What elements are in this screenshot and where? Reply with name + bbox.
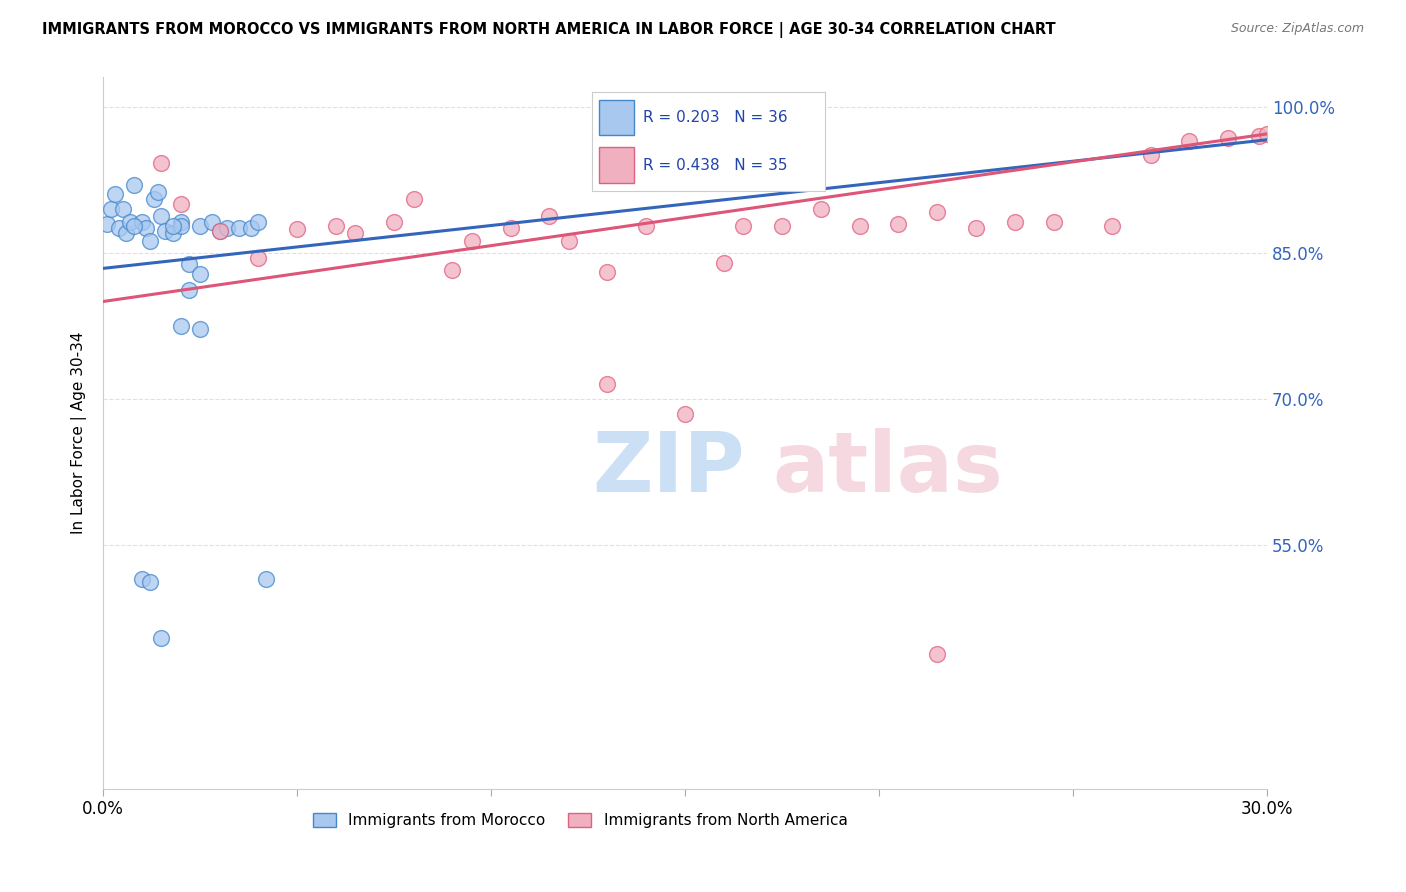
Text: Source: ZipAtlas.com: Source: ZipAtlas.com [1230, 22, 1364, 36]
Point [146, 186, 169, 200]
Point [100, 202, 122, 216]
Point [177, 283, 200, 297]
Text: ZIP: ZIP [592, 428, 744, 509]
Point [596, 265, 619, 279]
Point [1216, 131, 1239, 145]
Point [131, 214, 153, 228]
Point [965, 221, 987, 235]
Point [228, 221, 250, 235]
Point [122, 219, 145, 233]
Point [927, 647, 949, 661]
Point [1249, 128, 1271, 143]
Point [111, 202, 134, 216]
Point [162, 227, 184, 241]
Point [770, 219, 793, 233]
Point [122, 178, 145, 192]
Point [162, 219, 184, 233]
Point [142, 192, 165, 206]
Point [150, 156, 173, 170]
Point [139, 574, 162, 589]
Point [382, 214, 405, 228]
Point [927, 205, 949, 219]
Point [1178, 134, 1201, 148]
Y-axis label: In Labor Force | Age 30-34: In Labor Force | Age 30-34 [72, 332, 87, 534]
Point [104, 187, 127, 202]
Point [247, 214, 270, 228]
Point [1004, 214, 1026, 228]
Point [538, 209, 561, 223]
Point [188, 219, 211, 233]
Point [636, 219, 658, 233]
Point [107, 221, 129, 235]
Point [135, 221, 157, 235]
Point [1101, 219, 1123, 233]
Text: IMMIGRANTS FROM MOROCCO VS IMMIGRANTS FROM NORTH AMERICA IN LABOR FORCE | AGE 30: IMMIGRANTS FROM MOROCCO VS IMMIGRANTS FR… [42, 22, 1056, 38]
Point [217, 221, 239, 235]
Point [139, 234, 162, 248]
Point [201, 214, 224, 228]
Text: atlas: atlas [772, 428, 1002, 509]
Point [596, 377, 619, 392]
Point [150, 631, 173, 645]
Point [344, 227, 367, 241]
Point [441, 263, 464, 277]
Point [170, 219, 193, 233]
Point [170, 318, 193, 333]
Point [402, 192, 425, 206]
Legend: Immigrants from Morocco, Immigrants from North America: Immigrants from Morocco, Immigrants from… [307, 807, 853, 834]
Point [155, 224, 177, 238]
Point [96, 217, 118, 231]
Point [188, 267, 211, 281]
Point [713, 255, 735, 269]
Point [285, 222, 308, 236]
Point [848, 219, 870, 233]
Point [120, 214, 142, 228]
Point [460, 234, 484, 248]
Point [887, 217, 910, 231]
Point [208, 224, 231, 238]
Point [150, 209, 173, 223]
Point [810, 202, 832, 216]
Point [1256, 127, 1278, 141]
Point [170, 214, 193, 228]
Point [1042, 214, 1064, 228]
Point [247, 251, 270, 265]
Point [170, 197, 193, 211]
Point [673, 407, 696, 421]
Point [188, 322, 211, 336]
Point [177, 257, 200, 271]
Point [1139, 148, 1161, 162]
Point [131, 572, 153, 586]
Point [239, 221, 262, 235]
Point [557, 234, 579, 248]
Point [499, 221, 522, 235]
Point [208, 224, 231, 238]
Point [115, 227, 138, 241]
Point [254, 572, 277, 586]
Point [325, 219, 347, 233]
Point [733, 219, 755, 233]
